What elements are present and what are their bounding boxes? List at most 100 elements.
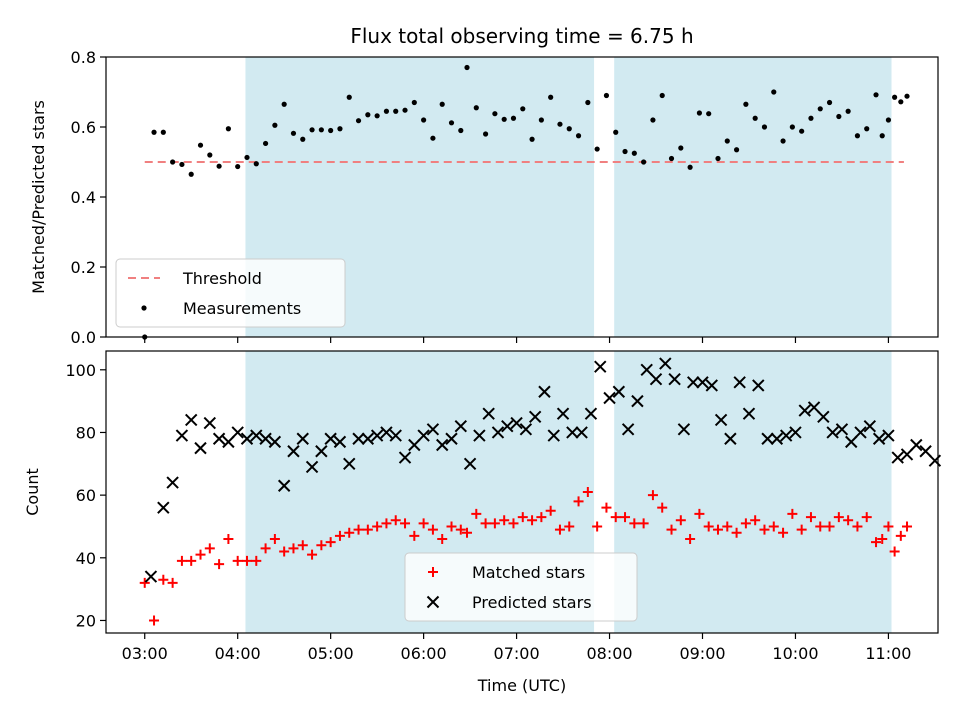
matched-star-point	[461, 527, 472, 538]
chart-title: Flux total observing time = 6.75 h	[350, 24, 693, 48]
measurement-point	[170, 159, 176, 165]
matched-star-point	[288, 543, 299, 554]
predicted-star-point	[854, 426, 867, 439]
measurement-point	[300, 136, 306, 142]
matched-star-point	[620, 512, 631, 523]
panel-count: 20 40 60 80 100 03:00 04:00 05:00 06:00 07:00 08:0…	[23, 350, 942, 663]
predicted-star-point	[268, 435, 282, 449]
measurement-point	[207, 152, 213, 158]
matched-star-point	[722, 521, 733, 532]
measurement-point	[668, 155, 675, 162]
measurement-point	[510, 115, 517, 121]
measurement-point	[715, 155, 721, 162]
measurement-point	[328, 127, 334, 134]
matched-star-point	[204, 543, 215, 554]
matched-star-point	[601, 502, 612, 513]
measurement-point	[160, 129, 166, 135]
matched-star-point	[316, 540, 327, 551]
predicted-star-point	[528, 410, 542, 424]
predicted-star-point	[659, 357, 672, 370]
measurement-point	[743, 101, 749, 107]
matched-star-point	[833, 512, 844, 523]
measurement-point	[706, 111, 712, 117]
matched-star-point	[675, 515, 686, 526]
measurement-point	[613, 129, 619, 135]
measurement-point	[318, 127, 324, 133]
y-tick-label: 0.8	[71, 48, 96, 67]
predicted-star-point	[770, 432, 784, 445]
legend: Matched stars Predicted stars	[404, 552, 638, 622]
y-tick-label: 0.4	[71, 188, 96, 207]
predicted-star-point	[436, 438, 449, 452]
matched-star-point	[260, 543, 271, 554]
measurement-point	[892, 94, 898, 100]
matched-star-point	[186, 555, 197, 566]
measurement-point	[885, 117, 892, 123]
measurement-point	[374, 113, 380, 119]
legend-label: Threshold	[182, 269, 262, 288]
matched-star-point	[759, 524, 770, 535]
y-tick-label: 40	[76, 549, 96, 568]
predicted-star-point	[324, 432, 337, 445]
matched-star-point	[418, 518, 429, 529]
measurement-point	[650, 117, 656, 123]
predicted-star-point	[426, 423, 440, 436]
predicted-star-point	[343, 457, 356, 471]
legend: Threshold Measurements	[115, 258, 346, 328]
predicted-star-point	[677, 423, 691, 436]
measurement-point	[808, 115, 814, 121]
observing-interval-1	[614, 57, 892, 337]
measurement-point	[151, 129, 157, 135]
matched-star-point	[768, 521, 779, 532]
matched-star-point	[499, 515, 510, 526]
predicted-star-point	[510, 416, 523, 430]
predicted-star-point	[157, 501, 170, 514]
predicted-star-point	[259, 432, 272, 445]
measurement-point	[272, 122, 278, 128]
predicted-star-point	[408, 438, 421, 452]
measurement-point	[262, 140, 269, 147]
predicted-star-point	[863, 419, 877, 433]
matched-star-point	[149, 615, 160, 626]
predicted-star-point	[900, 448, 914, 461]
matched-star-point	[815, 521, 826, 532]
predicted-star-point	[835, 423, 849, 436]
series-predicted-stars	[144, 357, 942, 583]
predicted-star-point	[705, 379, 719, 392]
measurement-point	[566, 126, 572, 132]
measurement-point	[548, 94, 554, 100]
measurement-point	[678, 145, 684, 151]
matched-star-point	[167, 577, 178, 588]
measurement-point	[724, 138, 730, 144]
measurement-point	[520, 106, 526, 112]
predicted-star-point	[761, 432, 774, 445]
measurement-point	[355, 118, 362, 124]
y-tick-label: 60	[76, 486, 96, 505]
matched-star-point	[694, 508, 705, 519]
measurement-point	[631, 150, 637, 156]
matched-star-point	[446, 521, 457, 532]
matched-star-point	[852, 521, 863, 532]
measurement-point	[752, 115, 758, 121]
x-tick-label: 11:00	[865, 644, 911, 663]
predicted-star-point	[910, 438, 923, 452]
measurement-point	[845, 108, 851, 114]
panel-ratio: 0.0 0.2 0.4 0.6 0.8 Matched/Predicted stars Th…	[29, 48, 939, 347]
observing-interval-1	[614, 351, 892, 633]
predicted-star-point	[454, 419, 468, 433]
measurement-point	[854, 133, 861, 139]
measurement-point	[789, 124, 795, 130]
measurement-point	[826, 99, 833, 106]
matched-star-point	[895, 530, 906, 541]
predicted-star-point	[222, 435, 235, 449]
predicted-star-point	[445, 432, 458, 445]
matched-star-point	[843, 515, 854, 526]
predicted-star-point	[398, 451, 412, 464]
predicted-star-point	[742, 407, 756, 420]
y-tick-label: 100	[65, 361, 96, 380]
matched-star-point	[427, 524, 438, 535]
predicted-star-point	[352, 432, 365, 445]
predicted-star-point	[575, 426, 588, 439]
matched-star-point	[139, 577, 150, 588]
y-tick-label: 0.6	[71, 118, 96, 137]
